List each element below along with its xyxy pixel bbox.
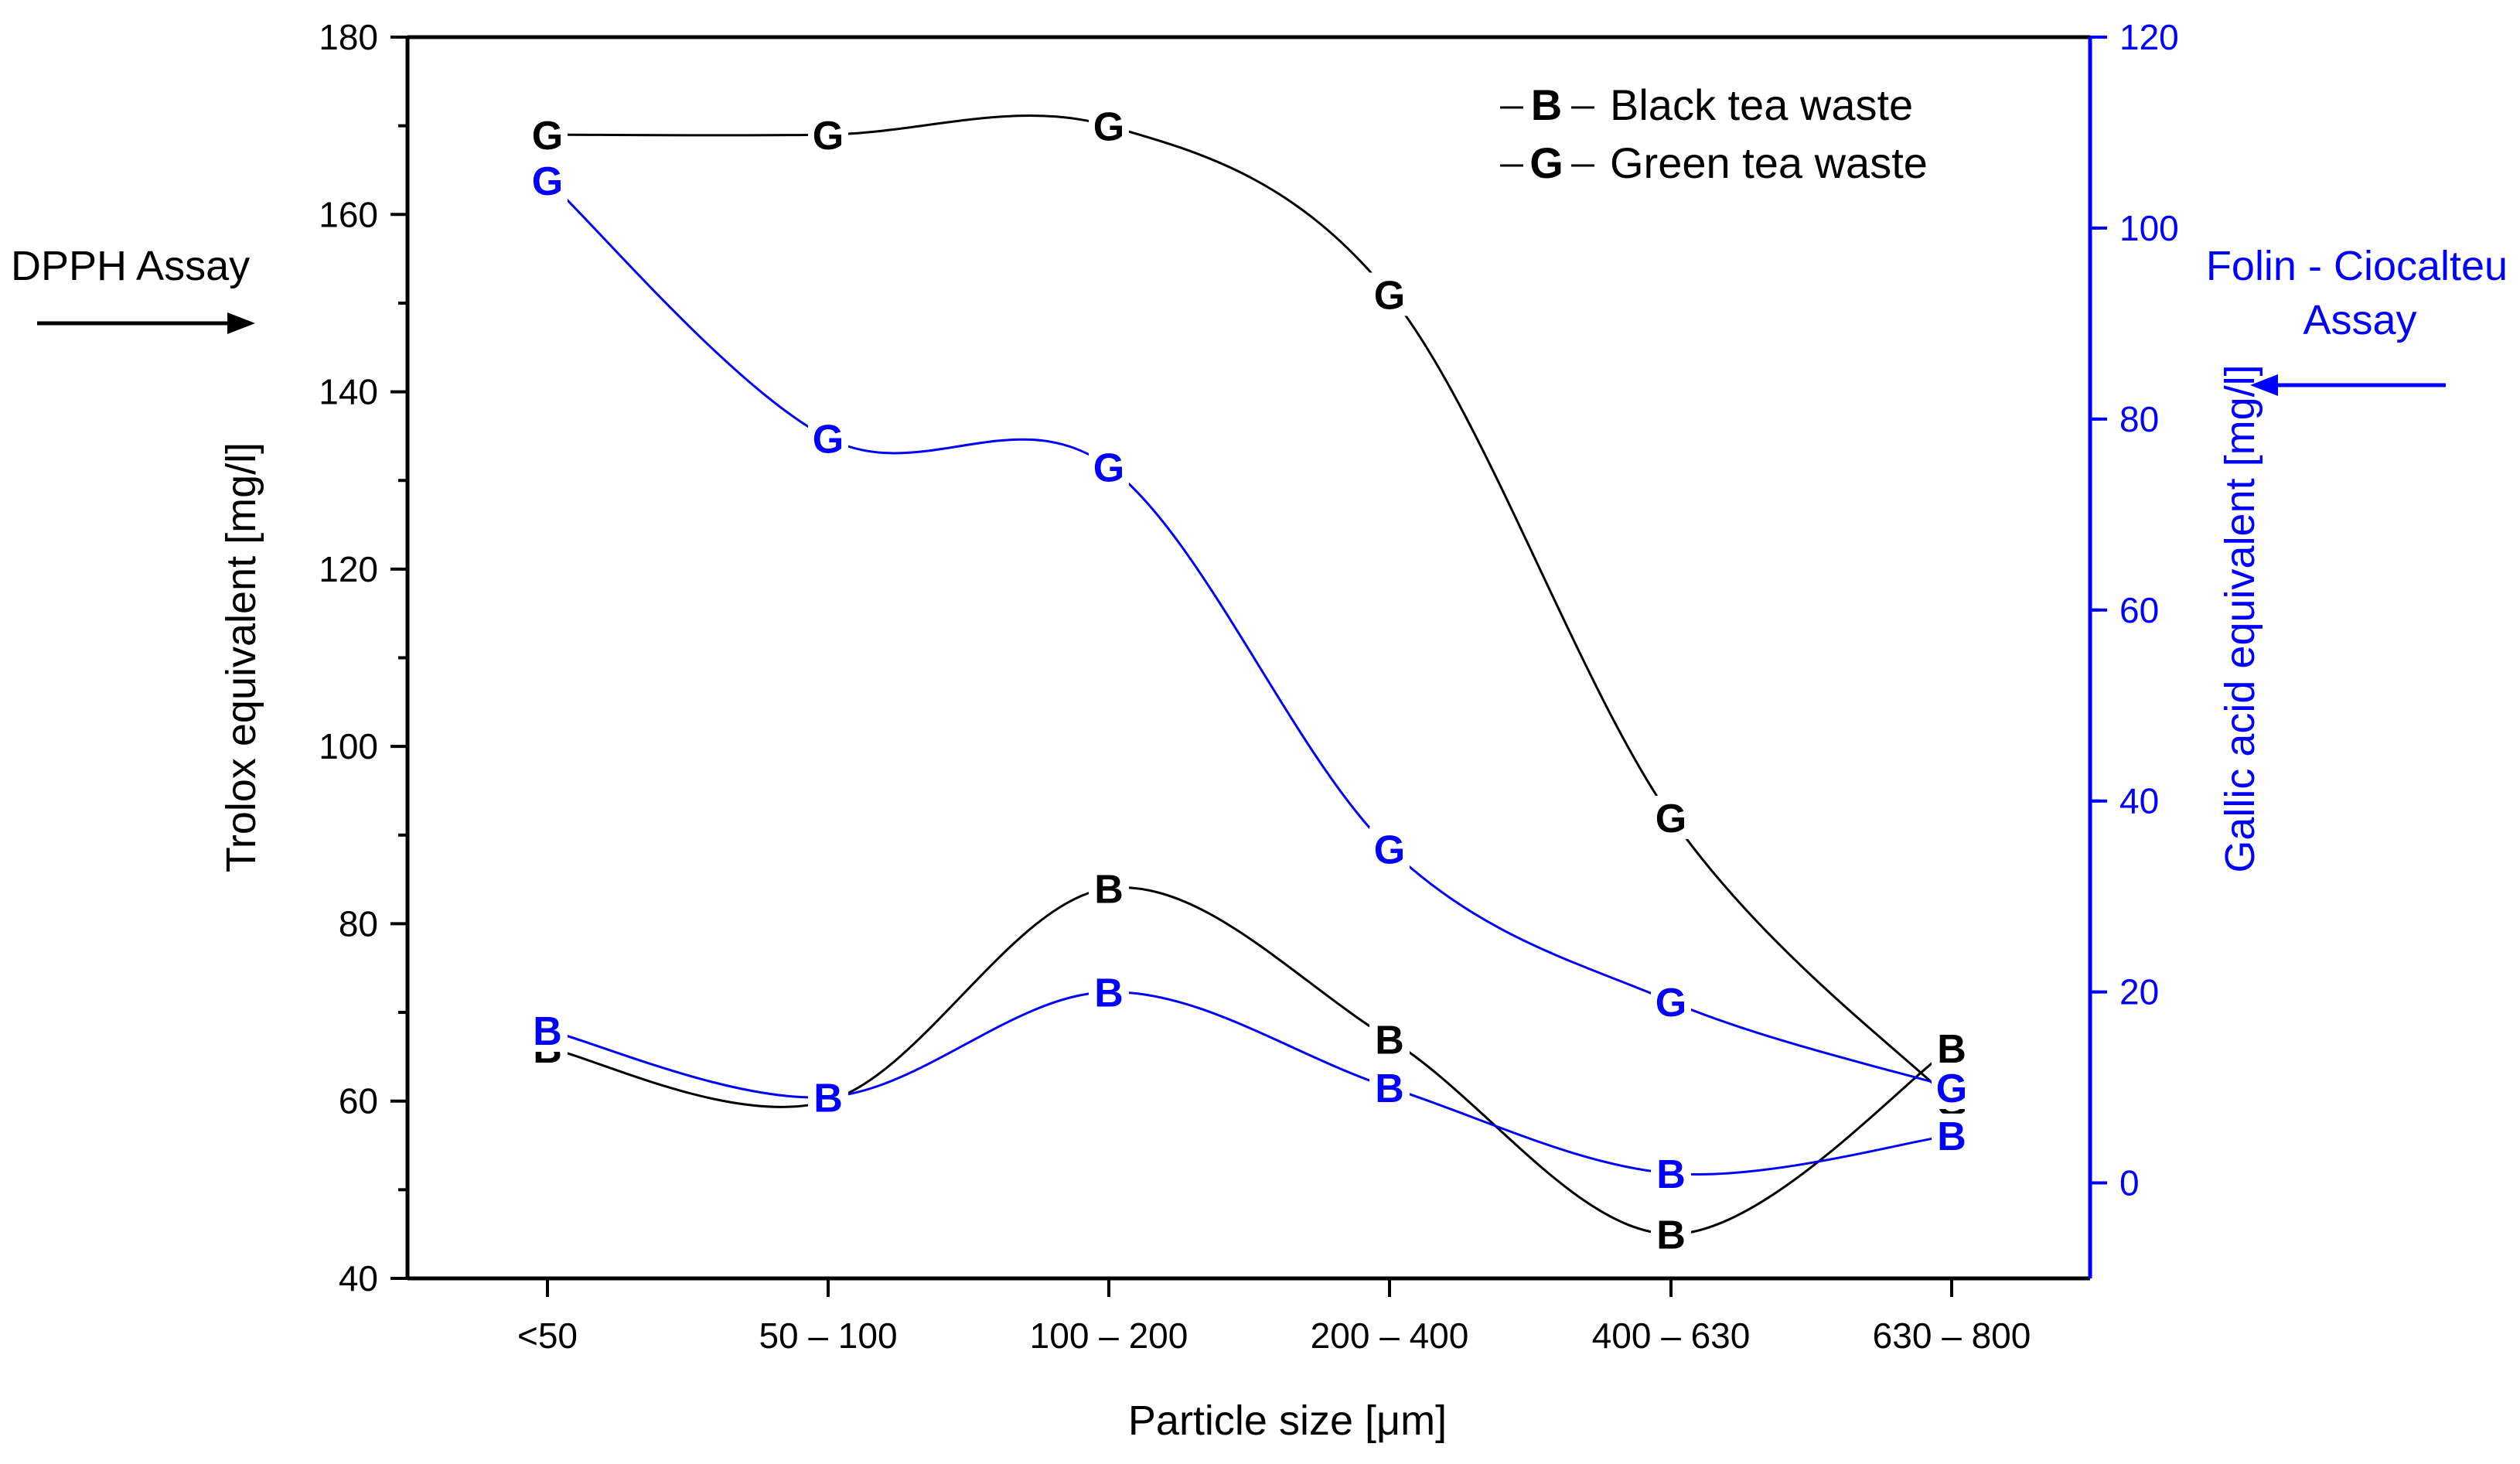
marker-halo: [808, 1075, 848, 1119]
right-tick-label: 20: [2119, 972, 2159, 1012]
legend-symbol: G: [1529, 138, 1563, 187]
legend-label: Black tea waste: [1610, 80, 1913, 129]
data-point-green-tea-waste-dpph: G: [1656, 797, 1686, 841]
right-tick-label: 120: [2119, 17, 2179, 57]
left-tick-label: 40: [339, 1258, 378, 1298]
marker-halo: [1089, 104, 1129, 148]
dpph-arrow-head: [227, 312, 255, 334]
left-tick-label: 80: [339, 903, 378, 944]
data-point-black-tea-waste-dpph: B: [1656, 1213, 1686, 1258]
marker-halo: [1651, 795, 1691, 839]
data-point-black-tea-waste-dpph: B: [1375, 1018, 1404, 1063]
right-tick-label: 60: [2119, 590, 2159, 630]
left-y-axis-title: Trolox equivalent [mg/l]: [218, 442, 264, 872]
legend-symbol: B: [1531, 80, 1562, 129]
data-point-green-tea-waste-dpph: G: [1093, 105, 1124, 150]
folin-assay-label-line1: Folin - Ciocalteu: [2206, 243, 2508, 289]
marker-halo: [1932, 1025, 1972, 1070]
marker-halo: [1369, 1066, 1410, 1110]
x-axis-title: Particle size [μm]: [1128, 1397, 1447, 1444]
legend-label: Green tea waste: [1610, 138, 1928, 187]
marker-halo: [1651, 1152, 1691, 1196]
data-point-black-tea-waste-folin-ciocalteu: B: [813, 1076, 843, 1121]
left-tick-label: 60: [339, 1081, 378, 1121]
dpph-assay-label: DPPH Assay: [11, 243, 250, 289]
series-line-black-tea-waste-folin-ciocalteu: [547, 991, 1952, 1176]
x-tick-label: 630 – 800: [1873, 1316, 2031, 1356]
data-point-green-tea-waste-folin-ciocalteu: G: [813, 418, 844, 462]
x-tick-label: 100 – 200: [1030, 1316, 1188, 1356]
data-point-green-tea-waste-dpph: G: [532, 114, 563, 159]
data-point-black-tea-waste-folin-ciocalteu: B: [1937, 1114, 1966, 1159]
left-tick-label: 120: [319, 549, 378, 589]
right-tick-label: 0: [2119, 1163, 2140, 1203]
data-point-green-tea-waste-folin-ciocalteu: G: [1656, 981, 1686, 1025]
marker-halo: [527, 159, 568, 203]
left-tick-label: 160: [319, 194, 378, 234]
data-point-green-tea-waste-folin-ciocalteu: G: [532, 159, 563, 204]
data-point-green-tea-waste-folin-ciocalteu: G: [1936, 1066, 1967, 1111]
right-tick-label: 100: [2119, 208, 2179, 248]
data-point-black-tea-waste-dpph: B: [1937, 1027, 1966, 1072]
data-point-black-tea-waste-folin-ciocalteu: B: [1094, 971, 1124, 1016]
marker-halo: [1369, 1017, 1410, 1061]
marker-halo: [808, 416, 848, 460]
marker-halo: [1651, 1212, 1691, 1256]
series-line-green-tea-waste-folin-ciocalteu: [546, 179, 1952, 1089]
left-tick-label: 180: [319, 17, 378, 57]
x-tick-label: <50: [517, 1316, 578, 1356]
right-y-axis-title: Gallic acid equivalent [mg/l]: [2217, 364, 2263, 872]
data-point-black-tea-waste-folin-ciocalteu: B: [1375, 1066, 1404, 1111]
marker-halo: [1089, 866, 1129, 910]
marker-halo: [1932, 1066, 1972, 1110]
marker-halo: [1932, 1113, 1972, 1157]
x-tick-label: 200 – 400: [1311, 1316, 1469, 1356]
right-tick-label: 40: [2119, 781, 2159, 821]
data-point-green-tea-waste-folin-ciocalteu: G: [1374, 828, 1405, 872]
data-point-green-tea-waste-dpph: G: [1374, 273, 1405, 318]
marker-halo: [1089, 970, 1129, 1014]
data-point-black-tea-waste-folin-ciocalteu: B: [1656, 1152, 1686, 1197]
data-point-black-tea-waste-folin-ciocalteu: B: [533, 1009, 562, 1054]
data-point-black-tea-waste-dpph: B: [1094, 868, 1124, 913]
marker-halo: [527, 1008, 568, 1052]
x-tick-label: 400 – 630: [1592, 1316, 1751, 1356]
folin-arrow-head: [2250, 374, 2278, 396]
series-line-green-tea-waste-dpph: [547, 114, 1953, 1102]
series-line-black-tea-waste-dpph: [547, 886, 1952, 1236]
marker-halo: [1369, 827, 1410, 871]
data-point-green-tea-waste-dpph: G: [813, 114, 844, 159]
marker-halo: [1651, 979, 1691, 1023]
marker-halo: [527, 113, 568, 157]
x-tick-label: 50 – 100: [759, 1316, 897, 1356]
marker-halo: [808, 113, 848, 157]
left-tick-label: 100: [319, 726, 378, 766]
folin-assay-label-line2: Assay: [2303, 297, 2416, 343]
right-tick-label: 80: [2119, 399, 2159, 439]
marker-halo: [1089, 445, 1129, 489]
marker-halo: [1369, 272, 1410, 316]
left-tick-label: 140: [319, 372, 378, 412]
data-point-green-tea-waste-folin-ciocalteu: G: [1093, 446, 1124, 491]
